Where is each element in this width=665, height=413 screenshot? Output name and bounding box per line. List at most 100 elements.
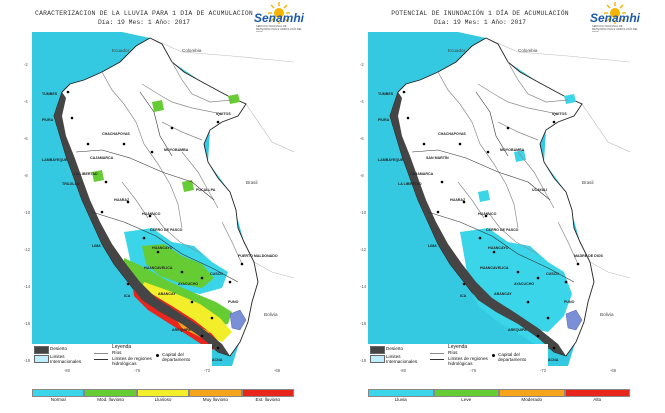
city-label: AYACUCHO — [514, 282, 535, 286]
department-capital — [462, 282, 466, 286]
city-label: PUCALLPA — [196, 188, 216, 192]
department-capital — [552, 120, 556, 124]
longitude-tick: -68 — [610, 368, 617, 373]
city-label: HUANCAYO — [152, 246, 173, 250]
river-line — [557, 221, 579, 265]
lake-titicaca — [565, 309, 583, 331]
category-area — [140, 282, 232, 342]
international-border — [581, 103, 630, 153]
city-label: MADRE DE DIOS — [574, 254, 603, 258]
department-capital — [458, 142, 462, 146]
hydrologic-region-limit — [411, 149, 551, 201]
legend-rivers-line — [430, 353, 444, 354]
city-label: TACNA — [210, 358, 223, 362]
river-line — [507, 61, 569, 103]
international-border — [253, 261, 294, 279]
legend-limits-label: Limites Internacionales — [50, 354, 82, 364]
city-label: AYACUCHO — [178, 282, 199, 286]
river-line — [457, 181, 485, 219]
sun-icon — [604, 2, 626, 24]
latitude-tick: -16 — [360, 321, 367, 326]
city-label: CUSCO — [210, 272, 223, 276]
country-label: Ecuador — [448, 48, 466, 53]
colorbar-segment — [189, 389, 242, 397]
map-header: CARACTERIZACION DE LA LLUVIA PARA 1 DIA … — [30, 2, 258, 32]
latitude-tick: -14 — [360, 284, 367, 289]
colorbar-label: Mod. lluvioso — [97, 397, 124, 402]
legend-title-label: Leyenda — [448, 344, 468, 350]
river-line — [221, 221, 243, 265]
colorbar — [368, 389, 630, 397]
colorbar-label: Moderado — [521, 397, 543, 402]
department-capital — [506, 126, 510, 130]
country-label: Colombia — [518, 48, 538, 53]
department-capital — [66, 90, 70, 94]
department-capital — [492, 250, 496, 254]
latitude-tick: -14 — [24, 284, 31, 289]
city-label: IQUITOS — [552, 112, 567, 116]
legend-desert-swatch — [370, 346, 385, 354]
river-line — [487, 211, 539, 255]
city-label: HUARAZ — [450, 198, 466, 202]
longitude-tick: -68 — [274, 368, 281, 373]
department-capital — [422, 142, 426, 146]
legend-capital-dot — [492, 354, 495, 357]
international-border — [149, 37, 294, 63]
department-capital — [150, 150, 154, 154]
department-capital — [180, 270, 184, 274]
longitude-tick: -80 — [400, 368, 407, 373]
river-line — [141, 83, 223, 115]
country-label: Brasil — [246, 180, 258, 185]
lake-titicaca — [229, 309, 247, 331]
department-capital — [536, 276, 540, 280]
river-line — [151, 211, 203, 255]
department-capital — [104, 180, 108, 184]
department-capital — [402, 90, 406, 94]
city-label: CERRO DE PASCO — [150, 228, 183, 232]
peru-map — [32, 32, 294, 366]
category-area — [142, 244, 214, 288]
international-border — [589, 261, 630, 279]
department-capital — [516, 270, 520, 274]
city-label: AREQUIPA — [508, 328, 527, 332]
department-capital — [486, 150, 490, 154]
department-capital — [156, 250, 160, 254]
country-label: Bolivia — [264, 312, 278, 317]
river-line — [121, 181, 149, 219]
department-capital — [484, 214, 488, 218]
category-area — [228, 94, 240, 104]
legend-rivers-line — [94, 353, 108, 354]
map-header: POTENCIAL DE INUNDACIÓN 1 DÍA DE ACUMULA… — [366, 2, 594, 32]
department-capital — [552, 346, 556, 350]
city-label: HUANCAVELICA — [144, 266, 173, 270]
city-label: PUNO — [228, 300, 239, 304]
city-label: CERRO DE PASCO — [486, 228, 519, 232]
department-capital — [126, 200, 130, 204]
legend-desert-label: Desierto — [386, 346, 404, 351]
city-label: HUÁNUCO — [478, 212, 497, 216]
city-label: HUANCAVELICA — [480, 266, 509, 270]
colorbar-segment — [499, 389, 565, 397]
latitude-tick: -6 — [360, 136, 364, 141]
latitude-tick: -4 — [360, 99, 364, 104]
longitude-tick: -72 — [540, 368, 547, 373]
city-label: MOYOBAMBA — [164, 148, 189, 152]
colorbar-label: Normal — [50, 397, 66, 402]
latitude-tick: -16 — [24, 321, 31, 326]
department-capital — [148, 214, 152, 218]
department-capital — [228, 280, 232, 284]
department-capital — [86, 142, 90, 146]
river-line — [497, 121, 539, 141]
longitude-tick: -72 — [204, 368, 211, 373]
city-label: CAJAMARCA — [410, 172, 434, 176]
department-capital — [216, 120, 220, 124]
department-capital — [200, 276, 204, 280]
longitude-tick: -76 — [470, 368, 477, 373]
city-label: TUMBES — [42, 92, 58, 96]
map-title: CARACTERIZACION DE LA LLUVIA PARA 1 DIA … — [35, 10, 253, 17]
category-area — [152, 100, 164, 112]
city-label: ABANCAY — [158, 292, 176, 296]
hydrologic-region-limit — [427, 211, 575, 283]
department-capital — [462, 200, 466, 204]
city-label: PUNO — [564, 300, 575, 304]
